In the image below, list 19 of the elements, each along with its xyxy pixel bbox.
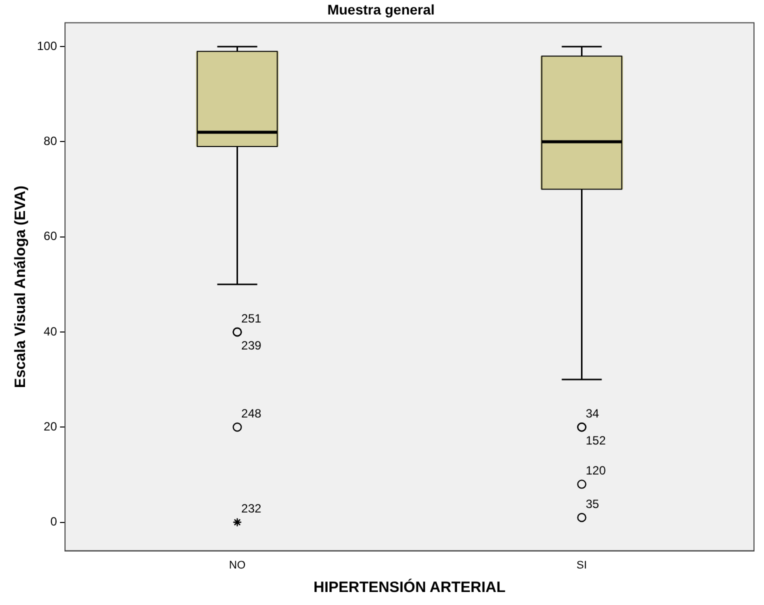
y-tick-label: 0 [50,514,58,529]
annotation: 251 [241,311,262,326]
y-tick-label: 80 [44,134,58,148]
x-tick-label: SI [576,559,587,572]
annotation: 152 [586,433,606,448]
annotation: 239 [241,338,262,352]
y-tick-label: 100 [36,38,58,53]
annotation: 248 [241,406,262,420]
x-axis-title: HIPERTENSIÓN ARTERIAL [314,578,506,596]
y-tick-label: 20 [44,419,58,434]
y-tick-label: 60 [44,229,58,244]
annotation: 120 [586,464,606,478]
y-tick-label: 40 [44,324,58,338]
annotation: 35 [586,496,600,511]
y-axis-title: Escala Visual Análoga (EVA) [12,186,30,388]
chart-title: Muestra general [327,1,435,18]
annotation: 34 [586,406,600,420]
annotation: 232 [241,502,262,516]
x-tick-label: NO [229,559,246,572]
